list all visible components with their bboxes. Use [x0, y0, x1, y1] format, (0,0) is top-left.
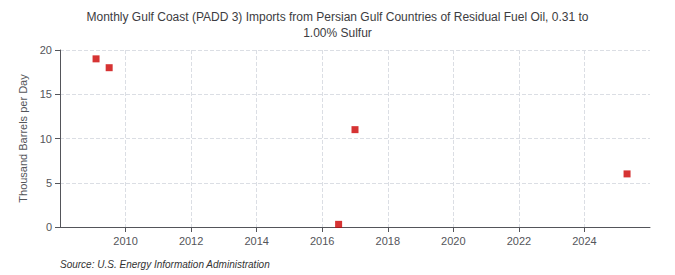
svg-text:Source: U.S. Energy Informatio: Source: U.S. Energy Information Administ… — [60, 259, 270, 270]
svg-text:10: 10 — [40, 133, 52, 145]
svg-text:2018: 2018 — [376, 235, 400, 247]
svg-text:2010: 2010 — [113, 235, 137, 247]
svg-text:Monthly Gulf Coast (PADD 3) Im: Monthly Gulf Coast (PADD 3) Imports from… — [87, 10, 589, 24]
svg-text:2016: 2016 — [310, 235, 334, 247]
svg-text:20: 20 — [40, 44, 52, 56]
svg-text:2024: 2024 — [572, 235, 596, 247]
svg-text:2014: 2014 — [244, 235, 268, 247]
svg-text:1.00% Sulfur: 1.00% Sulfur — [303, 26, 372, 40]
svg-text:0: 0 — [46, 221, 52, 233]
svg-text:Thousand Barrels per Day: Thousand Barrels per Day — [17, 74, 29, 203]
svg-text:5: 5 — [46, 177, 52, 189]
svg-text:15: 15 — [40, 88, 52, 100]
svg-text:2012: 2012 — [179, 235, 203, 247]
svg-text:2020: 2020 — [441, 235, 465, 247]
svg-text:2022: 2022 — [507, 235, 531, 247]
